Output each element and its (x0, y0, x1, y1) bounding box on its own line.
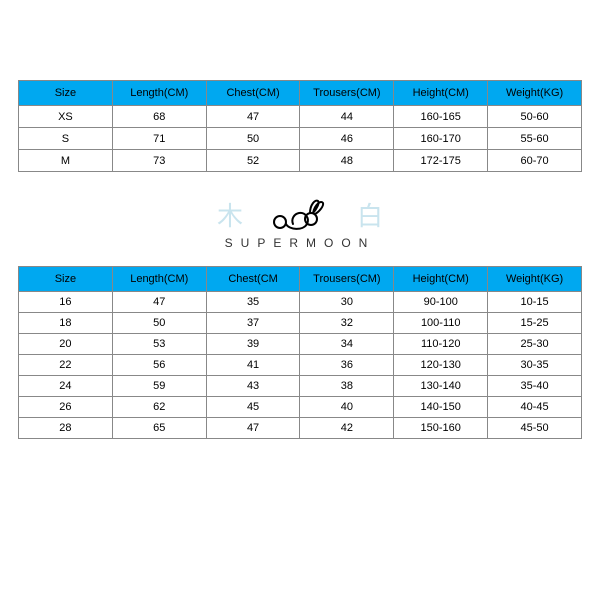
cell: 65 (112, 418, 206, 439)
cell: 140-150 (394, 397, 488, 418)
col-trousers: Trousers(CM) (300, 267, 394, 292)
brand-logo-block: 木 白 SUPERMOON (18, 194, 582, 250)
cell: 50-60 (488, 106, 582, 128)
cell: 28 (19, 418, 113, 439)
cell: 10-15 (488, 292, 582, 313)
col-chest: Chest(CM (206, 267, 300, 292)
table-row: 24 59 43 38 130-140 35-40 (19, 376, 582, 397)
cell: 120-130 (394, 355, 488, 376)
logo-row: 木 白 (217, 194, 383, 234)
col-height: Height(CM) (394, 267, 488, 292)
table-row: 22 56 41 36 120-130 30-35 (19, 355, 582, 376)
cell: 15-25 (488, 313, 582, 334)
cell: 47 (206, 418, 300, 439)
cell: 30-35 (488, 355, 582, 376)
table-row: M 73 52 48 172-175 60-70 (19, 150, 582, 172)
col-trousers: Trousers(CM) (300, 81, 394, 106)
cell: 100-110 (394, 313, 488, 334)
cell: 172-175 (394, 150, 488, 172)
cell: 55-60 (488, 128, 582, 150)
table-header-row: Size Length(CM) Chest(CM Trousers(CM) He… (19, 267, 582, 292)
col-weight: Weight(KG) (488, 81, 582, 106)
logo-right-char: 白 (357, 196, 383, 233)
cell: 24 (19, 376, 113, 397)
cell: 30 (300, 292, 394, 313)
cell: 42 (300, 418, 394, 439)
cell: 48 (300, 150, 394, 172)
cell: 60-70 (488, 150, 582, 172)
cell: 40 (300, 397, 394, 418)
cell: 46 (300, 128, 394, 150)
cell: S (19, 128, 113, 150)
cell: 16 (19, 292, 113, 313)
cell: 110-120 (394, 334, 488, 355)
cell: 18 (19, 313, 113, 334)
cell: 40-45 (488, 397, 582, 418)
logo-left-char: 木 (217, 196, 243, 233)
rabbit-icon (269, 194, 331, 234)
table-header-row: Size Length(CM) Chest(CM) Trousers(CM) H… (19, 81, 582, 106)
cell: 160-165 (394, 106, 488, 128)
table-row: 28 65 47 42 150-160 45-50 (19, 418, 582, 439)
table-row: 18 50 37 32 100-110 15-25 (19, 313, 582, 334)
cell: 20 (19, 334, 113, 355)
cell: 59 (112, 376, 206, 397)
cell: 34 (300, 334, 394, 355)
adult-size-table: Size Length(CM) Chest(CM) Trousers(CM) H… (18, 80, 582, 172)
col-weight: Weight(KG) (488, 267, 582, 292)
cell: 53 (112, 334, 206, 355)
cell: 39 (206, 334, 300, 355)
col-size: Size (19, 267, 113, 292)
table-row: 16 47 35 30 90-100 10-15 (19, 292, 582, 313)
cell: 43 (206, 376, 300, 397)
cell: 37 (206, 313, 300, 334)
cell: 130-140 (394, 376, 488, 397)
col-size: Size (19, 81, 113, 106)
table-row: 26 62 45 40 140-150 40-45 (19, 397, 582, 418)
cell: 68 (112, 106, 206, 128)
cell: 25-30 (488, 334, 582, 355)
cell: 73 (112, 150, 206, 172)
cell: 35 (206, 292, 300, 313)
cell: 41 (206, 355, 300, 376)
cell: 35-40 (488, 376, 582, 397)
brand-text: SUPERMOON (225, 236, 376, 250)
cell: 90-100 (394, 292, 488, 313)
table-row: 20 53 39 34 110-120 25-30 (19, 334, 582, 355)
cell: XS (19, 106, 113, 128)
cell: 45 (206, 397, 300, 418)
col-height: Height(CM) (394, 81, 488, 106)
kids-size-table: Size Length(CM) Chest(CM Trousers(CM) He… (18, 266, 582, 439)
cell: 71 (112, 128, 206, 150)
cell: 50 (112, 313, 206, 334)
cell: 62 (112, 397, 206, 418)
col-length: Length(CM) (112, 267, 206, 292)
cell: 50 (206, 128, 300, 150)
cell: 160-170 (394, 128, 488, 150)
table-row: XS 68 47 44 160-165 50-60 (19, 106, 582, 128)
cell: M (19, 150, 113, 172)
cell: 22 (19, 355, 113, 376)
cell: 26 (19, 397, 113, 418)
table-row: S 71 50 46 160-170 55-60 (19, 128, 582, 150)
cell: 150-160 (394, 418, 488, 439)
cell: 47 (206, 106, 300, 128)
cell: 36 (300, 355, 394, 376)
cell: 52 (206, 150, 300, 172)
cell: 32 (300, 313, 394, 334)
col-length: Length(CM) (112, 81, 206, 106)
cell: 56 (112, 355, 206, 376)
cell: 38 (300, 376, 394, 397)
col-chest: Chest(CM) (206, 81, 300, 106)
cell: 44 (300, 106, 394, 128)
cell: 45-50 (488, 418, 582, 439)
cell: 47 (112, 292, 206, 313)
